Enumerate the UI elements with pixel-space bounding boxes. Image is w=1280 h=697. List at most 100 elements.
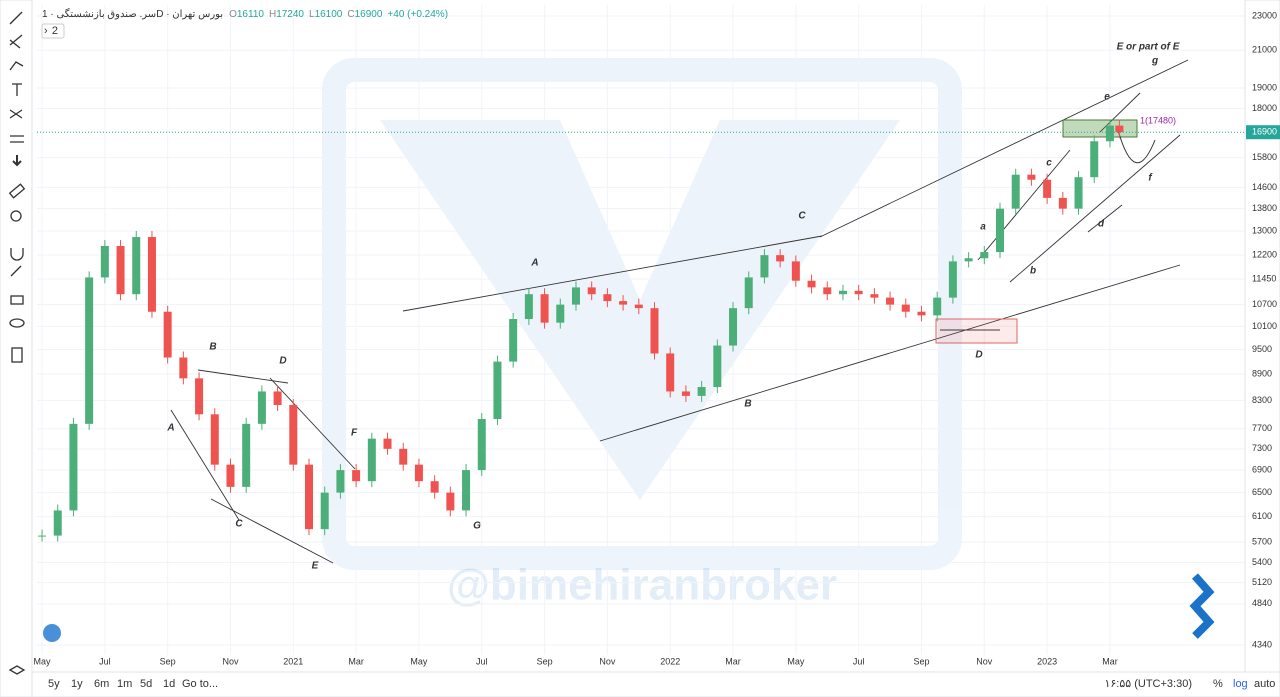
wave-label: B [744, 399, 751, 410]
trend-line [170, 409, 240, 521]
candle [1043, 179, 1052, 198]
log-toggle[interactable]: log [1233, 678, 1248, 690]
range-button[interactable]: 1m [117, 678, 132, 690]
y-tick-label: 7700 [1252, 423, 1272, 433]
range-button[interactable]: 1d [163, 678, 175, 690]
wave-label: a [980, 222, 986, 233]
y-tick-label: 6100 [1252, 511, 1272, 521]
trend-line [977, 149, 1071, 261]
candle [69, 423, 78, 511]
wave-label: D [279, 356, 286, 367]
x-tick-label: Nov [976, 656, 993, 666]
candle [85, 277, 94, 424]
y-tick-label: 14600 [1252, 182, 1277, 192]
y-tick-label: 15800 [1252, 152, 1277, 162]
candle [446, 492, 455, 511]
candle [257, 391, 266, 424]
wave-label: e [1104, 92, 1110, 103]
broker-logo [1189, 573, 1215, 639]
x-tick-label: May [787, 656, 805, 666]
percent-toggle[interactable]: % [1213, 678, 1223, 690]
candle [948, 261, 957, 298]
symbol-title: سر. صندوق بازنشستگی · 1D · بورس تهران [42, 8, 223, 20]
candle [854, 290, 863, 295]
y-tick-label: 5700 [1252, 537, 1272, 547]
ohlc-value: 16900 [355, 9, 383, 20]
trend-line [819, 59, 1189, 238]
candle [540, 294, 549, 323]
candle [430, 481, 439, 493]
trend-line [1009, 134, 1181, 283]
x-tick-label: 2022 [660, 656, 680, 666]
candle [886, 297, 895, 305]
target-label: 1(17480) [1140, 115, 1176, 125]
cloud-button[interactable] [43, 624, 61, 642]
y-tick-label: 11450 [1252, 273, 1276, 283]
candle [147, 237, 156, 312]
x-tick-label: Jul [853, 656, 865, 666]
last-price-badge [1246, 125, 1280, 140]
symbol-header: سر. صندوق بازنشستگی · 1D · بورس تهران O16… [42, 8, 448, 20]
range-button[interactable]: 1y [71, 678, 83, 690]
candle [1058, 197, 1067, 209]
goto-button[interactable]: Go to... [182, 678, 218, 690]
candle [367, 438, 376, 482]
range-button[interactable]: 5y [48, 678, 60, 690]
x-tick-label: Nov [222, 656, 239, 666]
projection-curve [1117, 129, 1156, 163]
candle [666, 353, 675, 392]
candle [210, 414, 219, 465]
x-tick-label: Sep [913, 656, 929, 666]
x-tick-label: 2021 [283, 656, 303, 666]
wave-label: f [1148, 173, 1153, 184]
collapse-arrow: › [44, 25, 48, 37]
auto-toggle[interactable]: auto [1254, 678, 1275, 690]
range-button[interactable]: 6m [94, 678, 109, 690]
candle [964, 258, 973, 262]
ohlc-letter: H [269, 9, 276, 20]
y-tick-label: 4840 [1252, 598, 1272, 608]
wave-label: B [209, 342, 216, 353]
watermark-logo [322, 58, 962, 570]
x-tick-label: Nov [599, 656, 616, 666]
collapse-count[interactable]: 2 [52, 25, 58, 37]
y-tick-label: 12200 [1252, 250, 1277, 260]
candle [917, 311, 926, 316]
x-tick-label: Mar [725, 656, 741, 666]
wave-label: C [798, 211, 806, 222]
candle [776, 255, 785, 262]
ohlc-letter: C [347, 9, 354, 20]
candle [901, 304, 910, 312]
y-tick-label: 18000 [1252, 103, 1277, 113]
candle [823, 287, 832, 295]
candle [336, 470, 345, 493]
candle [807, 280, 816, 288]
wave-label: A [530, 258, 538, 269]
wave-label: D [975, 350, 982, 361]
candle [838, 290, 847, 295]
x-tick-label: 2023 [1037, 656, 1057, 666]
y-tick-label: 8300 [1252, 395, 1272, 405]
y-tick-label: 6900 [1252, 464, 1272, 474]
candle [1027, 174, 1036, 180]
y-tick-label: 5400 [1252, 557, 1272, 567]
y-tick-label: 10700 [1252, 299, 1277, 309]
collapse-button[interactable] [41, 23, 65, 39]
candle [681, 391, 690, 396]
y-tick-label: 21000 [1252, 45, 1277, 55]
candle [493, 361, 502, 420]
x-tick-label: Sep [537, 656, 553, 666]
range-button[interactable]: 5d [140, 678, 152, 690]
trend-line [402, 235, 823, 312]
price-change: +40 (+0.24%) [387, 9, 448, 20]
x-tick-label: Jul [99, 656, 111, 666]
candle [53, 510, 62, 536]
candle [933, 297, 942, 316]
candle [38, 535, 47, 537]
candle [1074, 177, 1083, 209]
y-tick-label: 23000 [1252, 10, 1277, 20]
candle [195, 378, 204, 415]
wave-label: g [1151, 56, 1158, 67]
